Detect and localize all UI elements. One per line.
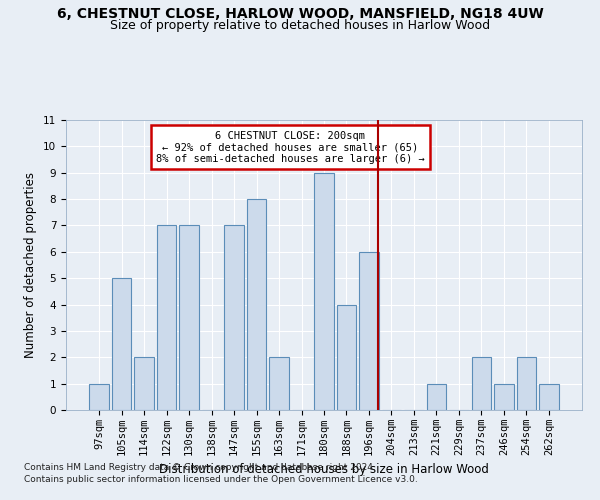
Bar — [157, 226, 176, 410]
X-axis label: Distribution of detached houses by size in Harlow Wood: Distribution of detached houses by size … — [159, 464, 489, 476]
Text: 6 CHESTNUT CLOSE: 200sqm
← 92% of detached houses are smaller (65)
8% of semi-de: 6 CHESTNUT CLOSE: 200sqm ← 92% of detach… — [156, 130, 425, 164]
Y-axis label: Number of detached properties: Number of detached properties — [25, 172, 37, 358]
Bar — [112, 278, 131, 410]
Text: 6, CHESTNUT CLOSE, HARLOW WOOD, MANSFIELD, NG18 4UW: 6, CHESTNUT CLOSE, HARLOW WOOD, MANSFIEL… — [56, 8, 544, 22]
Bar — [179, 226, 199, 410]
Bar — [269, 358, 289, 410]
Bar — [427, 384, 446, 410]
Bar — [314, 172, 334, 410]
Bar — [134, 358, 154, 410]
Bar — [337, 304, 356, 410]
Bar — [247, 199, 266, 410]
Bar — [539, 384, 559, 410]
Bar — [472, 358, 491, 410]
Text: Size of property relative to detached houses in Harlow Wood: Size of property relative to detached ho… — [110, 19, 490, 32]
Bar — [89, 384, 109, 410]
Text: Contains public sector information licensed under the Open Government Licence v3: Contains public sector information licen… — [24, 475, 418, 484]
Text: Contains HM Land Registry data © Crown copyright and database right 2024.: Contains HM Land Registry data © Crown c… — [24, 464, 376, 472]
Bar — [224, 226, 244, 410]
Bar — [494, 384, 514, 410]
Bar — [359, 252, 379, 410]
Bar — [517, 358, 536, 410]
